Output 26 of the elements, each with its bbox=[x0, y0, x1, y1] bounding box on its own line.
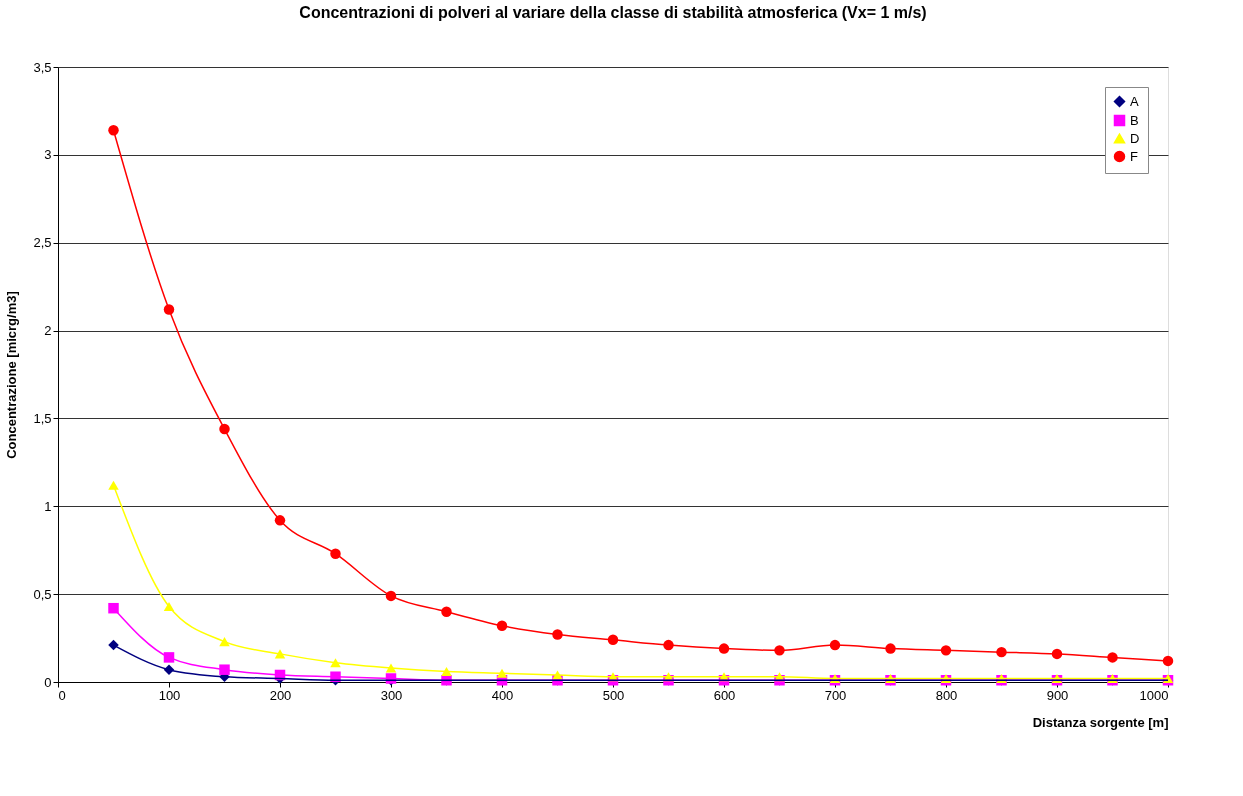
legend-label: B bbox=[1130, 112, 1139, 128]
x-tick-label: 500 bbox=[602, 687, 625, 703]
x-tick-label: 400 bbox=[491, 687, 514, 703]
legend-label: A bbox=[1130, 93, 1139, 109]
x-tick-label: 900 bbox=[1046, 687, 1069, 703]
y-tick-label: 2,5 bbox=[33, 235, 52, 251]
y-tick-label: 1,5 bbox=[33, 410, 52, 426]
legend-label: D bbox=[1130, 130, 1140, 146]
x-tick-label: 200 bbox=[269, 687, 292, 703]
y-tick-label: 0,5 bbox=[33, 586, 52, 602]
x-tick-label: 0 bbox=[58, 687, 66, 703]
y-axis-title: Concentrazione [micrg/m3] bbox=[4, 291, 20, 459]
x-tick-label: 700 bbox=[824, 687, 847, 703]
y-tick-label: 3,5 bbox=[33, 59, 52, 75]
x-tick-label: 1000 bbox=[1139, 687, 1169, 703]
legend-label: F bbox=[1130, 148, 1138, 164]
y-tick-label: 3 bbox=[44, 147, 52, 163]
y-tick-label: 2 bbox=[44, 323, 52, 339]
x-tick-label: 300 bbox=[380, 687, 403, 703]
x-tick-label: 600 bbox=[713, 687, 736, 703]
x-tick-label: 100 bbox=[158, 687, 181, 703]
y-tick-label: 1 bbox=[44, 498, 52, 514]
x-axis-title: Distanza sorgente [m] bbox=[1032, 714, 1169, 730]
x-tick-label: 800 bbox=[935, 687, 958, 703]
y-tick-label: 0 bbox=[44, 674, 52, 690]
chart-title: Concentrazioni di polveri al variare della classe di stabilità atmosferica (Vx= 1 m/s) bbox=[299, 4, 927, 21]
